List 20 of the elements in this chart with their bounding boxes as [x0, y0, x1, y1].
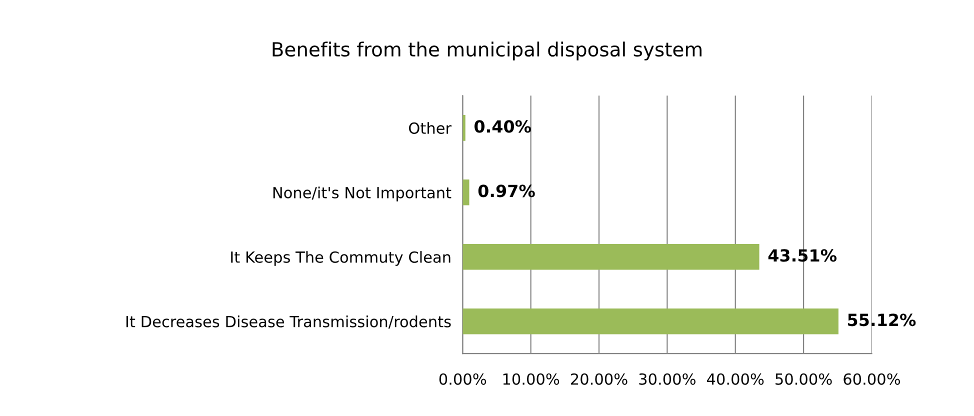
data-label: 0.97%: [478, 184, 535, 198]
data-label: 55.12%: [848, 314, 916, 326]
chart-title: Benefits from the municipal disposal system: [272, 42, 702, 60]
x-tick-label: 20.00%: [571, 373, 628, 385]
x-tick-label: 40.00%: [706, 373, 764, 385]
x-tick-label: 50.00%: [776, 373, 832, 385]
y-tick-label: It Decreases Disease Transmission/rodents: [126, 316, 451, 329]
x-tick-label: 0.00%: [439, 373, 486, 385]
x-tick-label: 60.00%: [844, 373, 900, 385]
data-label: 43.51%: [768, 249, 837, 262]
y-tick-label: Other: [409, 122, 452, 134]
y-tick-label: It Keeps The Commuty Clean: [231, 251, 450, 266]
x-tick-label: 30.00%: [639, 373, 696, 385]
x-tick-label: 10.00%: [503, 373, 560, 385]
y-tick-label: None/it's Not Important: [273, 186, 452, 202]
bar: [462, 180, 470, 206]
bar: [462, 115, 466, 141]
bar: [462, 244, 760, 270]
data-label: 0.40%: [474, 120, 531, 133]
bar: [462, 308, 838, 334]
